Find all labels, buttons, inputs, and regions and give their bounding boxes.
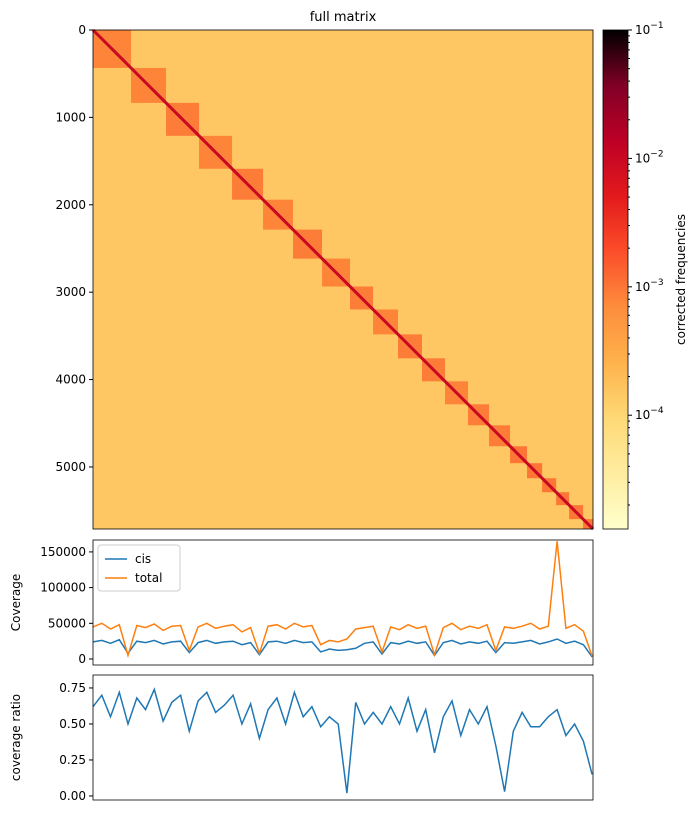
y-axis-label: Coverage xyxy=(9,574,23,632)
y-tick-label: 1000 xyxy=(55,110,86,124)
legend-label: cis xyxy=(135,552,151,566)
colorbar xyxy=(602,29,629,530)
y-tick-label: 5000 xyxy=(55,460,86,474)
colorbar-tick-label: 10−4 xyxy=(635,406,664,422)
chart-title: full matrix xyxy=(310,10,377,25)
y-axis-label: coverage ratio xyxy=(9,694,23,781)
series-line xyxy=(92,541,593,659)
axes-frame xyxy=(92,674,594,801)
series-line xyxy=(92,638,593,658)
legend-box xyxy=(97,544,181,592)
y-tick-label: 0 xyxy=(78,652,86,666)
y-tick-label: 4000 xyxy=(55,373,86,387)
y-tick-label: 0.50 xyxy=(59,717,86,731)
colorbar-tick-label: 10−2 xyxy=(635,149,664,165)
y-tick-label: 0.25 xyxy=(59,753,86,767)
y-tick-label: 0.00 xyxy=(59,789,86,803)
y-tick-label: 100000 xyxy=(40,581,86,595)
colorbar-tick-label: 10−1 xyxy=(635,21,664,37)
legend-label: total xyxy=(135,571,162,585)
y-tick-label: 0 xyxy=(78,23,86,37)
y-tick-label: 0.75 xyxy=(59,681,86,695)
y-tick-label: 2000 xyxy=(55,198,86,212)
colorbar-tick-label: 10−3 xyxy=(635,278,664,294)
y-tick-label: 150000 xyxy=(40,545,86,559)
y-tick-label: 50000 xyxy=(48,616,86,630)
axes-frame xyxy=(92,29,594,530)
matrix-diagonal xyxy=(91,28,595,531)
series-line xyxy=(92,687,593,794)
colorbar-label: corrected frequencies xyxy=(674,214,688,345)
axes-frame xyxy=(92,539,594,666)
y-tick-label: 3000 xyxy=(55,285,86,299)
